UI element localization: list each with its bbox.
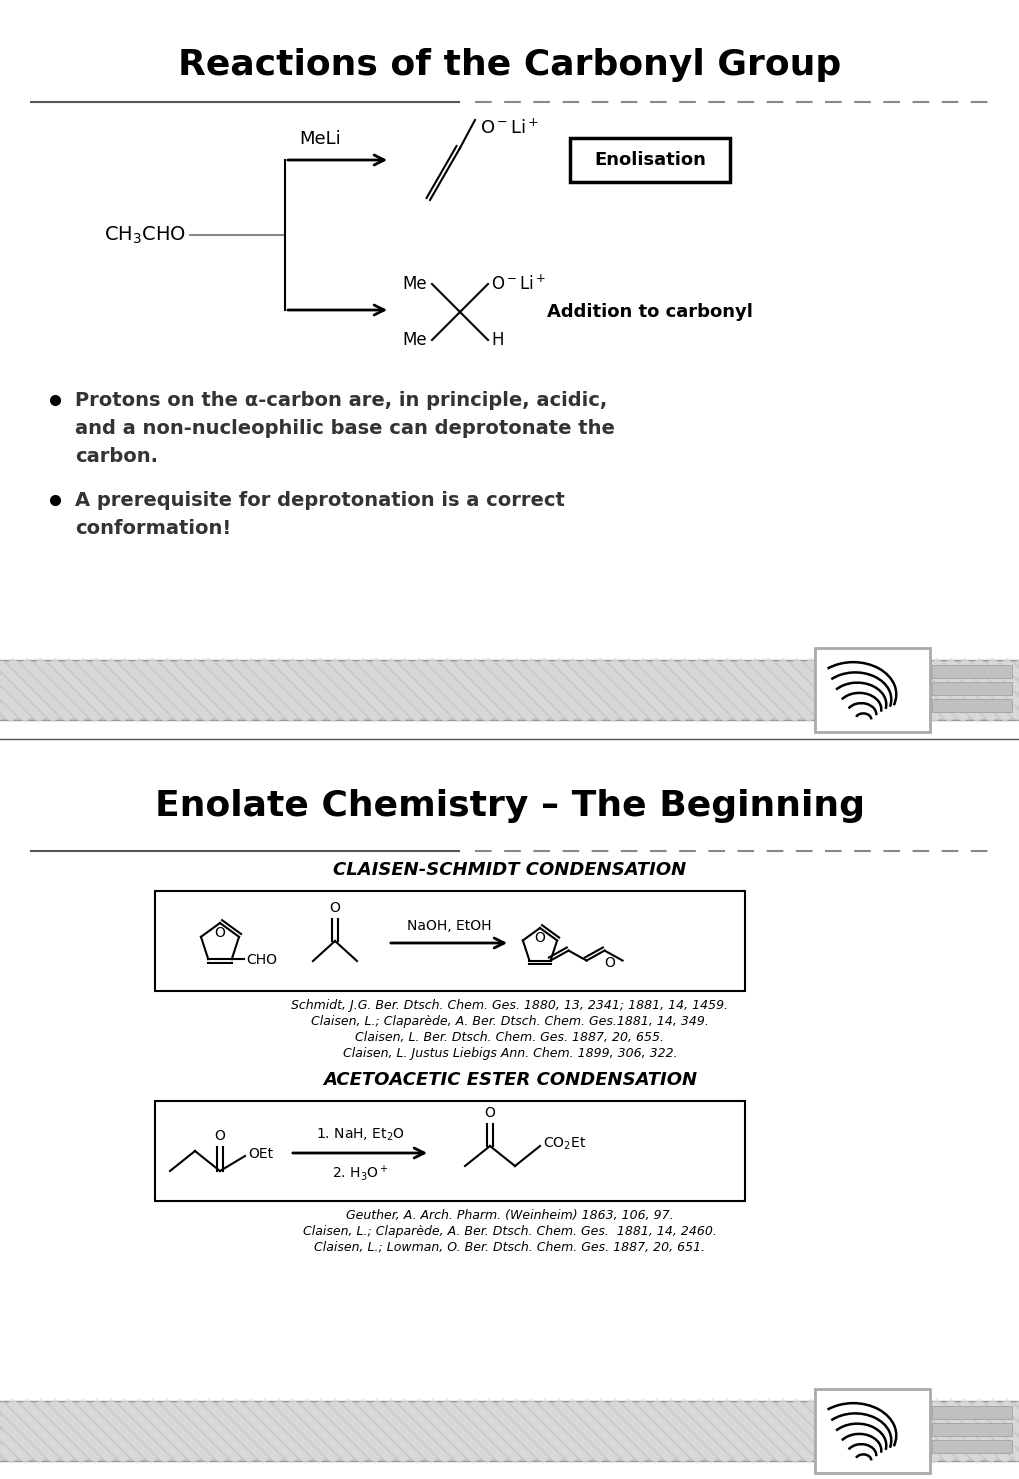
Bar bbox=[0, 660, 1019, 720]
Text: Claisen, L.; Claparède, A. Ber. Dtsch. Chem. Ges.  1881, 14, 2460.: Claisen, L.; Claparède, A. Ber. Dtsch. C… bbox=[303, 1225, 716, 1238]
Text: 2. H$_3$O$^+$: 2. H$_3$O$^+$ bbox=[331, 1162, 388, 1183]
Text: Schmidt, J.G. Ber. Dtsch. Chem. Ges. 1880, 13, 2341; 1881, 14, 1459.: Schmidt, J.G. Ber. Dtsch. Chem. Ges. 188… bbox=[291, 998, 728, 1012]
Text: O: O bbox=[329, 901, 340, 916]
Text: Protons on the α-carbon are, in principle, acidic,: Protons on the α-carbon are, in principl… bbox=[75, 390, 606, 410]
Bar bbox=[931, 1423, 1011, 1436]
Text: OEt: OEt bbox=[248, 1148, 273, 1161]
Text: Reactions of the Carbonyl Group: Reactions of the Carbonyl Group bbox=[178, 47, 841, 81]
Bar bbox=[570, 138, 730, 182]
Text: O: O bbox=[214, 926, 225, 941]
Text: NaOH, EtOH: NaOH, EtOH bbox=[407, 918, 491, 933]
Text: MeLi: MeLi bbox=[299, 130, 340, 148]
Text: CLAISEN-SCHMIDT CONDENSATION: CLAISEN-SCHMIDT CONDENSATION bbox=[333, 861, 686, 879]
Text: O: O bbox=[534, 930, 545, 945]
Text: O$^-$Li$^+$: O$^-$Li$^+$ bbox=[490, 274, 545, 294]
Text: O: O bbox=[214, 1128, 225, 1143]
Bar bbox=[814, 1389, 929, 1473]
Text: Claisen, L.; Claparède, A. Ber. Dtsch. Chem. Ges.1881, 14, 349.: Claisen, L.; Claparède, A. Ber. Dtsch. C… bbox=[311, 1015, 708, 1028]
Text: Claisen, L. Ber. Dtsch. Chem. Ges. 1887, 20, 655.: Claisen, L. Ber. Dtsch. Chem. Ges. 1887,… bbox=[356, 1031, 663, 1044]
Text: H: H bbox=[490, 331, 503, 349]
Text: O: O bbox=[603, 955, 614, 970]
Text: Enolisation: Enolisation bbox=[593, 151, 705, 169]
Text: Me: Me bbox=[401, 331, 427, 349]
Text: CO$_2$Et: CO$_2$Et bbox=[542, 1136, 586, 1152]
Text: and a non-nucleophilic base can deprotonate the: and a non-nucleophilic base can deproton… bbox=[75, 419, 614, 438]
Bar bbox=[931, 1407, 1011, 1418]
Text: Addition to carbonyl: Addition to carbonyl bbox=[546, 303, 752, 321]
Text: CH$_3$CHO: CH$_3$CHO bbox=[104, 225, 185, 246]
Bar bbox=[931, 666, 1011, 677]
Text: Claisen, L.; Lowman, O. Ber. Dtsch. Chem. Ges. 1887, 20, 651.: Claisen, L.; Lowman, O. Ber. Dtsch. Chem… bbox=[314, 1241, 705, 1254]
Text: Geuther, A. Arch. Pharm. (Weinheim) 1863, 106, 97.: Geuther, A. Arch. Pharm. (Weinheim) 1863… bbox=[345, 1208, 674, 1222]
Bar bbox=[814, 648, 929, 732]
Text: CHO: CHO bbox=[246, 952, 276, 967]
Bar bbox=[155, 1100, 744, 1201]
Text: O$^-$Li$^+$: O$^-$Li$^+$ bbox=[480, 118, 539, 138]
Bar bbox=[931, 682, 1011, 695]
Bar bbox=[155, 890, 744, 991]
Text: Claisen, L. Justus Liebigs Ann. Chem. 1899, 306, 322.: Claisen, L. Justus Liebigs Ann. Chem. 18… bbox=[342, 1047, 677, 1060]
Text: 1. NaH, Et$_2$O: 1. NaH, Et$_2$O bbox=[315, 1127, 404, 1143]
Bar bbox=[931, 700, 1011, 711]
Text: Enolate Chemistry – The Beginning: Enolate Chemistry – The Beginning bbox=[155, 788, 864, 822]
Bar bbox=[931, 1441, 1011, 1452]
Text: ACETOACETIC ESTER CONDENSATION: ACETOACETIC ESTER CONDENSATION bbox=[323, 1071, 696, 1089]
Bar bbox=[0, 1401, 1019, 1461]
Text: conformation!: conformation! bbox=[75, 519, 231, 537]
Text: Me: Me bbox=[401, 275, 427, 293]
Text: carbon.: carbon. bbox=[75, 447, 158, 466]
Text: O: O bbox=[484, 1106, 495, 1120]
Text: A prerequisite for deprotonation is a correct: A prerequisite for deprotonation is a co… bbox=[75, 491, 565, 509]
